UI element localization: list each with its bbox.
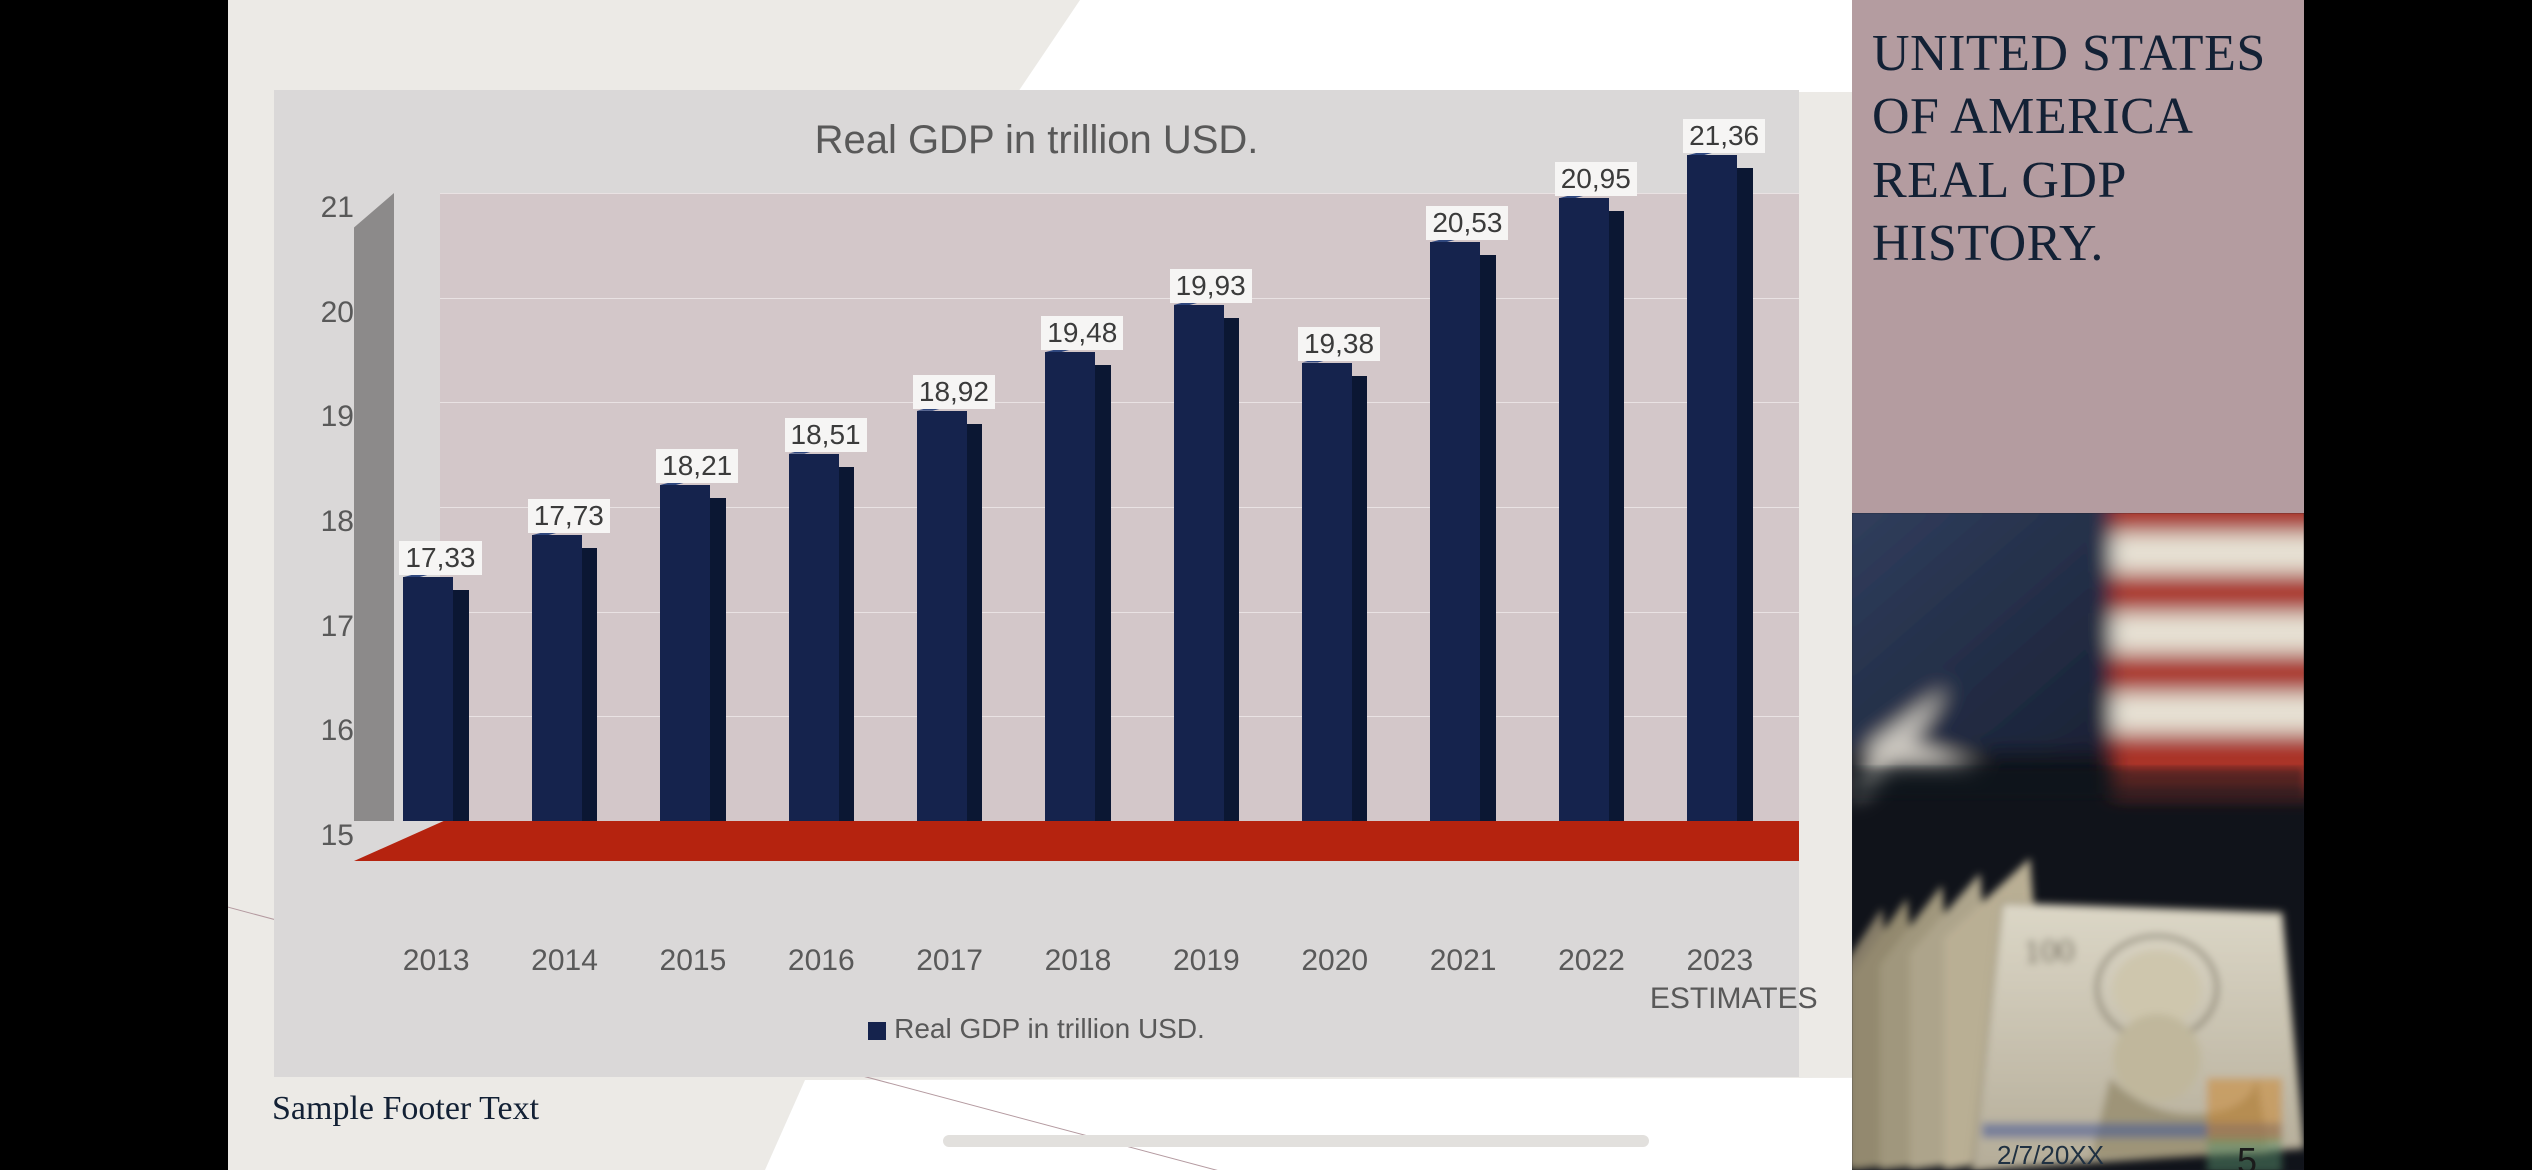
svg-text:100: 100 (2023, 932, 2075, 971)
